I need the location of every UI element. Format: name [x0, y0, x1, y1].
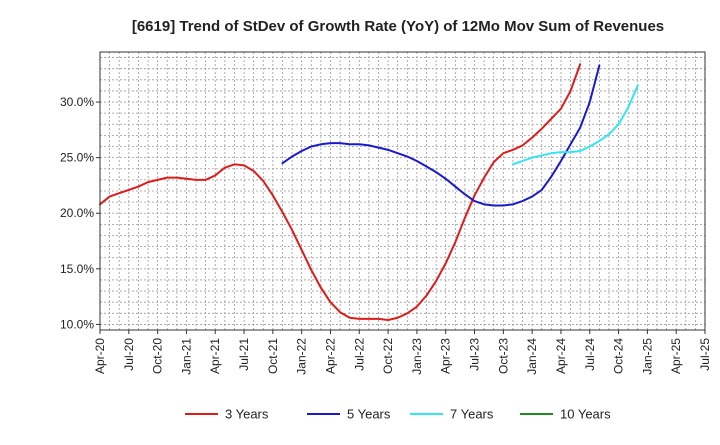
x-tick-label: Jul-25: [698, 338, 712, 371]
y-tick-label: 10.0%: [60, 317, 94, 331]
x-tick-label: Jul-22: [352, 338, 366, 371]
x-tick-label: Apr-23: [439, 338, 453, 374]
x-tick-label: Oct-20: [151, 338, 165, 374]
series-line-5-years: [281, 64, 601, 207]
x-tick-label: Apr-22: [323, 338, 337, 374]
x-tick-label: Jan-23: [410, 338, 424, 375]
data-series: [99, 63, 639, 321]
legend-label: 3 Years: [225, 407, 269, 422]
series-line-3-years: [99, 63, 582, 321]
x-tick-label: Apr-24: [554, 338, 568, 374]
x-tick-label: Jan-22: [295, 338, 309, 375]
x-tick-label: Oct-23: [496, 338, 510, 374]
series-line-7-years: [511, 84, 639, 166]
plot-frame: [99, 51, 706, 331]
y-tick-label: 15.0%: [60, 262, 94, 276]
x-tick-label: Jan-21: [179, 338, 193, 375]
x-tick-label: Jan-24: [525, 338, 539, 375]
x-tick-label: Oct-24: [612, 338, 626, 374]
y-tick-label: 25.0%: [60, 151, 94, 165]
x-tick-label: Jan-25: [640, 338, 654, 375]
y-tick-label: 20.0%: [60, 206, 94, 220]
x-tick-label: Jul-24: [583, 338, 597, 371]
chart-title: [6619] Trend of StDev of Growth Rate (Yo…: [132, 18, 664, 35]
y-tick-label: 30.0%: [60, 95, 94, 109]
legend-label: 7 Years: [450, 407, 494, 422]
x-tick-label: Apr-25: [669, 338, 683, 374]
plot-area: [100, 52, 705, 330]
legend-label: 5 Years: [347, 407, 391, 422]
legend: 3 Years 5 Years 7 Years 10 Years: [185, 407, 611, 422]
grid-lines: [99, 52, 706, 330]
x-tick-label: Apr-20: [93, 338, 107, 374]
axes: 10.0% 15.0% 20.0% 25.0% 30.0% Apr-20 Jul-20 Oct…: [60, 51, 712, 375]
x-tick-label: Jul-21: [237, 338, 251, 371]
x-tick-label: Oct-22: [381, 338, 395, 374]
legend-label: 10 Years: [560, 407, 611, 422]
x-tick-label: Jul-23: [468, 338, 482, 371]
x-tick-label: Jul-20: [122, 338, 136, 371]
x-tick-label: Apr-21: [208, 338, 222, 374]
x-tick-label: Oct-21: [266, 338, 280, 374]
